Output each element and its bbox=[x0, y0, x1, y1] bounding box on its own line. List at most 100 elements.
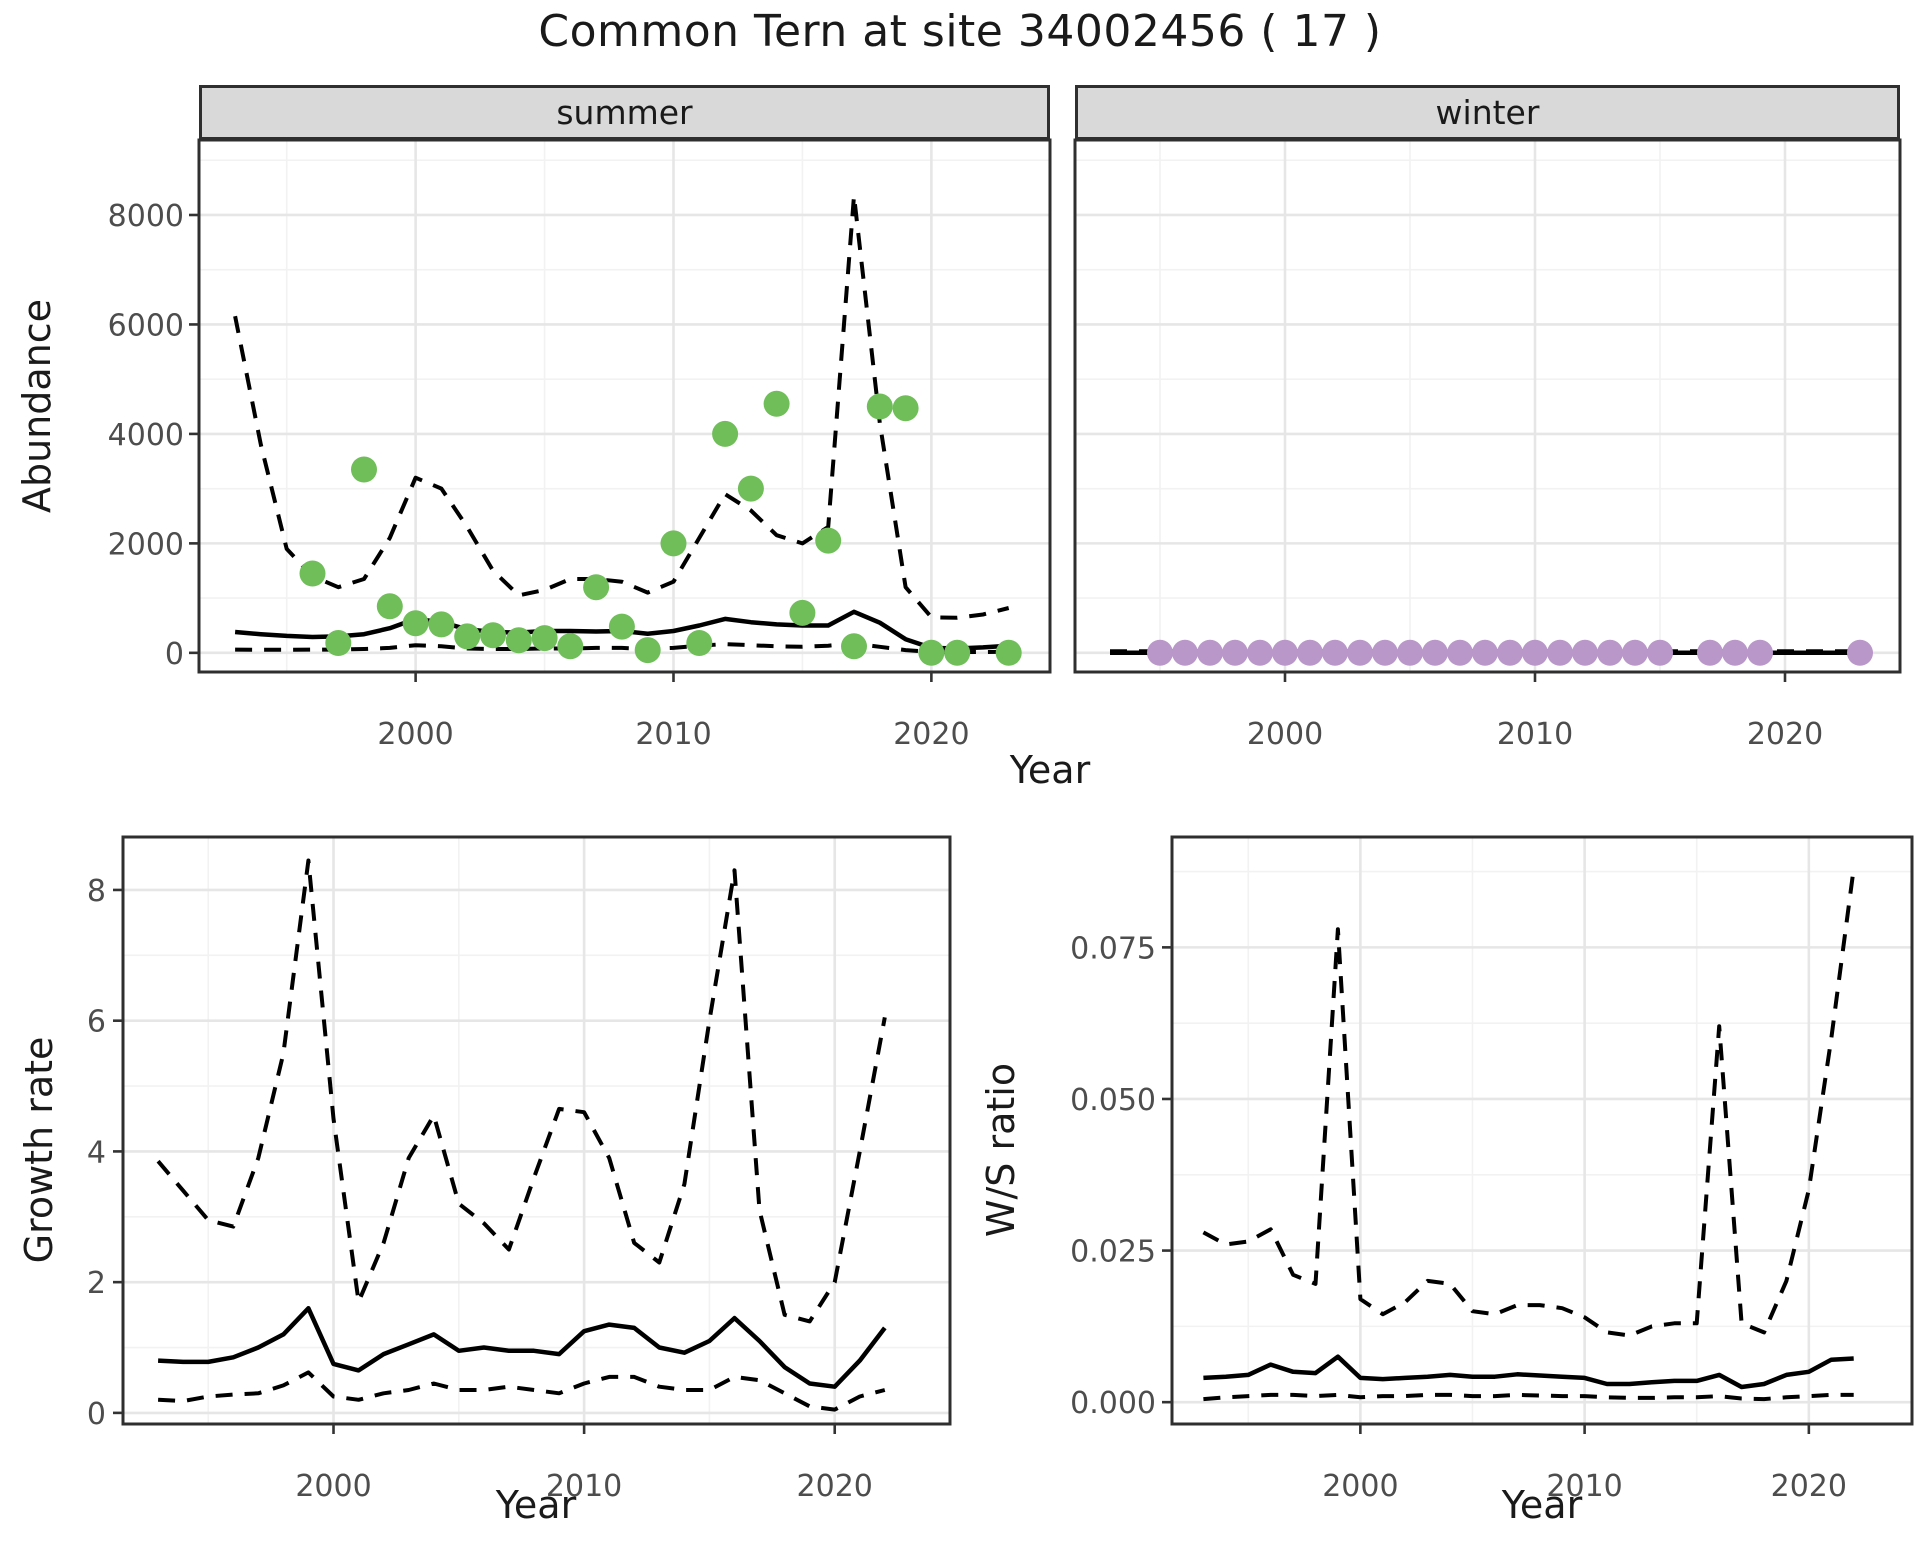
panel-border bbox=[1170, 835, 1914, 1426]
data-point bbox=[815, 527, 842, 554]
y-tick-label: 0.025 bbox=[1070, 1235, 1156, 1270]
data-point bbox=[325, 630, 352, 656]
data-point bbox=[1522, 639, 1548, 666]
panel-border bbox=[1073, 138, 1902, 674]
abundance_summer-upper-95ci-line bbox=[233, 193, 1010, 620]
data-point bbox=[1497, 639, 1523, 666]
x-tick-label: 2020 bbox=[1747, 717, 1823, 752]
y-tick-label: 0.050 bbox=[1070, 1083, 1156, 1118]
y-tick-label: 0.075 bbox=[1070, 931, 1156, 966]
data-point bbox=[866, 393, 893, 420]
data-point bbox=[480, 622, 506, 649]
series-layer bbox=[156, 858, 887, 1412]
facet-strip-winter: winter bbox=[1075, 85, 1900, 140]
plot-title: Common Tern at site 34002456 ( 17 ) bbox=[538, 6, 1382, 57]
x-tick-label: 2010 bbox=[546, 1469, 622, 1504]
data-point bbox=[1622, 639, 1648, 666]
data-point bbox=[531, 625, 558, 652]
data-point bbox=[686, 630, 713, 656]
data-point bbox=[944, 639, 971, 666]
data-point bbox=[1847, 639, 1873, 666]
ws-lower-95ci-line bbox=[1203, 1392, 1854, 1402]
panel-background bbox=[123, 837, 950, 1424]
panel-background bbox=[199, 140, 1050, 672]
growth-upper-95ci-line bbox=[156, 858, 887, 1324]
y-tick-label: 2000 bbox=[108, 527, 184, 562]
growth-lower-95ci-line bbox=[157, 1370, 886, 1412]
data-point bbox=[918, 639, 945, 666]
data-point bbox=[557, 633, 584, 660]
x-tick-label: 2000 bbox=[1322, 1469, 1398, 1504]
panel-background bbox=[1075, 140, 1900, 672]
data-point bbox=[712, 420, 739, 447]
panel-ws: 2000 2010 2020 0.000 0.025 0.050 0.075 bbox=[1070, 835, 1914, 1504]
x-tick-label: 2010 bbox=[635, 717, 711, 752]
x-axis-title-year-growth: Year bbox=[495, 1483, 577, 1527]
x-tick-label: 2020 bbox=[893, 717, 969, 752]
panel-border bbox=[121, 835, 952, 1426]
y-tick-label: 8000 bbox=[108, 199, 184, 234]
series-layer bbox=[1202, 868, 1856, 1402]
x-tick-label: 2000 bbox=[1247, 717, 1323, 752]
y-tick-label: 0 bbox=[87, 1397, 106, 1432]
panel-background bbox=[1172, 837, 1912, 1424]
gridlines-minor bbox=[1172, 837, 1912, 1424]
ws-median-fit-line bbox=[1203, 1354, 1854, 1390]
axis-tick-labels: 2000 2010 2020 0 2000 4000 6000 8000 bbox=[108, 199, 970, 752]
axis-tick-labels: 2000 2010 2020 bbox=[1247, 717, 1823, 752]
panel-growth: 2000 2010 2020 0 2 4 6 8 bbox=[87, 835, 952, 1504]
data-point bbox=[299, 560, 326, 587]
data-point bbox=[1722, 639, 1748, 666]
data-point bbox=[1272, 639, 1298, 666]
data-point bbox=[351, 456, 377, 483]
ws-upper-95ci-line bbox=[1202, 868, 1856, 1338]
abundance_winter-points bbox=[1147, 639, 1873, 666]
x-tick-label: 2010 bbox=[1546, 1469, 1622, 1504]
x-axis-title-year-top: Year bbox=[1009, 748, 1091, 792]
data-point bbox=[841, 633, 867, 660]
data-point bbox=[995, 639, 1022, 666]
data-point bbox=[1222, 639, 1248, 666]
data-point bbox=[1197, 639, 1223, 666]
gridlines-minor bbox=[1075, 140, 1900, 672]
panel-border bbox=[197, 138, 1052, 674]
data-point bbox=[1422, 639, 1448, 666]
series-layer bbox=[1110, 639, 1873, 666]
x-tick-label: 2020 bbox=[1771, 1469, 1847, 1504]
data-point bbox=[634, 637, 661, 664]
data-point bbox=[1447, 639, 1473, 666]
x-tick-label: 2020 bbox=[797, 1469, 873, 1504]
data-point bbox=[1322, 639, 1348, 666]
x-tick-label: 2000 bbox=[377, 717, 453, 752]
data-point bbox=[583, 574, 610, 601]
axis-ticks bbox=[1283, 672, 1787, 682]
axis-tick-labels: 2000 2010 2020 0.000 0.025 0.050 0.075 bbox=[1070, 931, 1847, 1504]
data-point bbox=[1547, 639, 1573, 666]
data-point bbox=[1247, 639, 1273, 666]
y-tick-label: 4 bbox=[87, 1135, 106, 1170]
y-tick-label: 6 bbox=[87, 1005, 106, 1040]
data-point bbox=[1347, 639, 1373, 666]
data-point bbox=[789, 599, 816, 626]
facet-strip-summer: summer bbox=[199, 85, 1050, 140]
axis-ticks bbox=[189, 213, 933, 682]
data-point bbox=[1572, 639, 1598, 666]
data-point bbox=[660, 530, 687, 557]
y-tick-label: 4000 bbox=[108, 418, 184, 453]
data-point bbox=[1647, 639, 1673, 666]
facet-strip-winter-label: winter bbox=[1435, 93, 1540, 132]
data-point bbox=[428, 611, 455, 638]
data-point bbox=[1472, 639, 1498, 666]
data-point bbox=[1597, 639, 1623, 666]
data-point bbox=[737, 475, 764, 502]
data-point bbox=[1147, 639, 1173, 666]
data-point bbox=[505, 627, 532, 654]
growth-median-fit-line bbox=[157, 1306, 887, 1389]
data-point bbox=[1297, 639, 1323, 666]
y-tick-label: 0 bbox=[165, 637, 184, 672]
x-tick-label: 2000 bbox=[295, 1469, 371, 1504]
data-point bbox=[1372, 639, 1398, 666]
x-tick-label: 2010 bbox=[1497, 717, 1573, 752]
